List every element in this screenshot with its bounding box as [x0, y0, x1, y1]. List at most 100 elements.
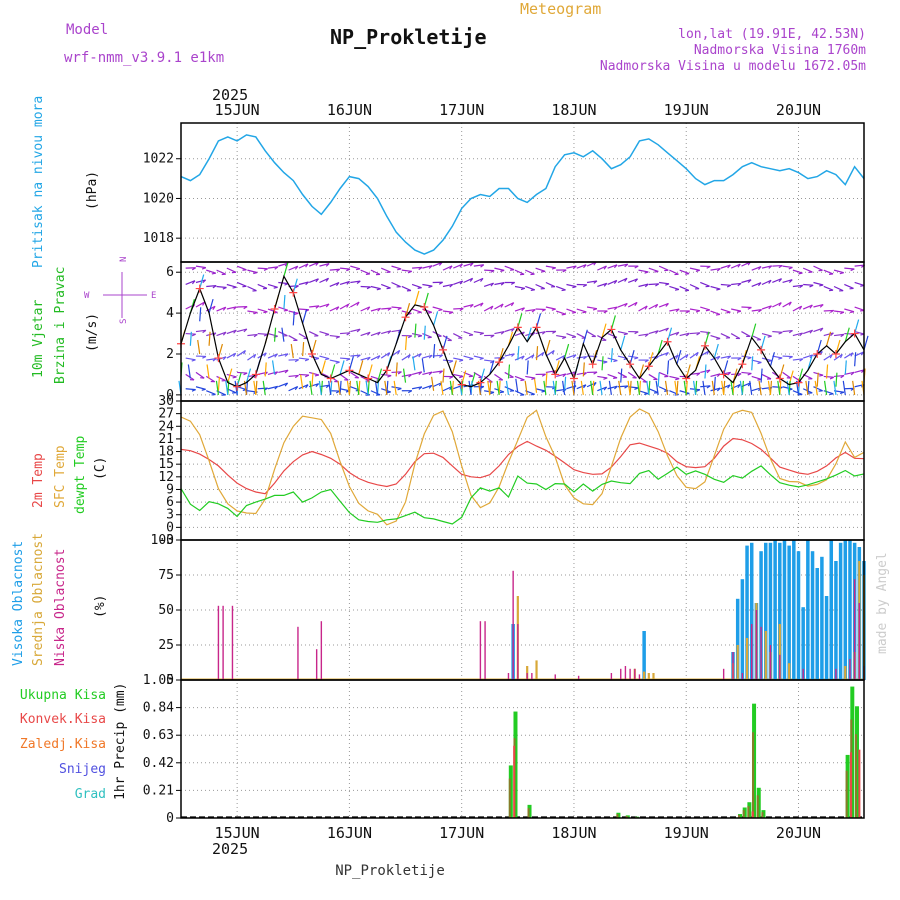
compass-w: W: [84, 291, 90, 301]
cloud-low-bar: [802, 668, 804, 680]
wind-vector-head-level_5: [849, 311, 855, 314]
wind-vector-head-level_6: [500, 282, 505, 286]
wind-vector-head-level_6: [449, 283, 454, 288]
wind-vector-head-level_4: [830, 332, 834, 337]
wind-vector-head-level_3: [521, 355, 525, 360]
wind-vector-head-level_5: [438, 309, 443, 312]
wind-sfc-vector: [330, 364, 336, 379]
wind-vector-level_4: [586, 331, 597, 338]
wind-vector-head-level_4: [675, 331, 680, 336]
wind-vector-head-level_2: [274, 371, 279, 376]
wind-sfc-vector: [283, 262, 289, 277]
cloud-ytick-label-0: 100: [151, 533, 174, 548]
wind-vector-level_5: [514, 307, 525, 312]
wind-sfc-vector: [545, 372, 548, 387]
wind-vector-level_6: [772, 278, 782, 284]
wind-vector-head-level_3: [716, 355, 721, 360]
cloud-high-bar: [806, 540, 810, 680]
wind-vector-level_6: [453, 280, 463, 286]
wind-vector-head-level_5: [315, 305, 320, 309]
wind-vector-head-level_1: [418, 386, 423, 390]
wind-vector-level_6: [710, 285, 721, 290]
wind-vector-head-level_1: [593, 382, 597, 387]
wind-vector-level_2: [844, 371, 855, 376]
wind-vector-head-level_1: [274, 385, 279, 390]
wind-vector-level_5: [525, 308, 536, 312]
cloud-mid-bar: [643, 671, 646, 680]
wind-vector-level_3: [380, 352, 390, 359]
wind-sfc-vector: [414, 323, 417, 338]
wind-vector-level_5: [710, 310, 721, 315]
wind-vector-level_1: [442, 386, 453, 392]
wind-vector-level_7: [298, 263, 309, 269]
wind-vector-head-level_4: [778, 331, 783, 335]
wind-vector-head-level_2: [387, 375, 392, 378]
wind-vector-level_6: [206, 285, 217, 288]
wind-vector-head-level_5: [490, 305, 494, 310]
wind-sfc-vector: [309, 380, 313, 395]
wind-vector-head-level_2: [757, 378, 762, 381]
wind-vector-level_4: [514, 331, 525, 337]
cloud-high-bar: [843, 540, 848, 680]
wind-vector-head-level_4: [346, 332, 351, 336]
wind-vector-head-level_5: [675, 308, 680, 313]
wind-vector-level_7: [607, 264, 618, 269]
wind-vector-level_4: [854, 330, 865, 335]
wind-vector-level_6: [813, 281, 824, 286]
wind-sfc-vector: [657, 372, 660, 387]
wind-vector-head-level_6: [346, 281, 351, 285]
precip-conv-bar: [751, 811, 754, 818]
wind-vector-level_5: [339, 303, 350, 310]
wind-gust-marker: [495, 358, 504, 367]
wind-vector-head-level_4: [634, 331, 639, 335]
wind-sfc-vector: [402, 368, 407, 383]
wind-vector-head-level_5: [819, 304, 824, 308]
temp-ytick-label-6: 12: [158, 470, 174, 485]
wind-vector-level_3: [329, 359, 340, 363]
cloud-low-bar: [297, 626, 299, 680]
wind-vector-head-level_3: [191, 359, 196, 362]
wind-sfc-vector: [337, 380, 341, 395]
wind-sfc-vector: [526, 327, 532, 342]
wind-vector-head-level_3: [727, 355, 732, 360]
wind-vector-head-level_5: [798, 305, 803, 310]
wind-sfc-vector: [627, 380, 631, 395]
wind-sfc-vector: [433, 344, 436, 359]
wind-vector-head-level_3: [665, 352, 669, 356]
wind-sfc-vector: [657, 339, 663, 355]
wind-vector-level_6: [483, 282, 494, 288]
wind-vector-level_5: [576, 308, 587, 313]
wind-vector-level_1: [792, 390, 803, 395]
wind-vector-level_6: [731, 282, 742, 286]
wind-vector-head-level_4: [788, 330, 793, 334]
cloud-ytick-label-3: 25: [158, 638, 174, 653]
wind-vector-level_1: [535, 388, 546, 392]
temp-ytick-label-8: 6: [166, 495, 174, 510]
wind-vector-head-level_7: [768, 265, 773, 269]
wind-vector-head-level_6: [294, 285, 299, 289]
wind-vector-level_3: [844, 352, 854, 359]
precip-ytick-label-1: 0.84: [143, 701, 174, 716]
wind-vector-head-level_6: [305, 281, 309, 286]
wind-vector-head-level_6: [665, 283, 670, 286]
wind-vector-head-level_3: [232, 353, 237, 358]
wind-sfc-vector: [805, 380, 809, 395]
wind-vector-head-level_1: [613, 385, 618, 390]
temp-ytick-label-4: 18: [158, 445, 174, 460]
wind-ytick-label-2: 2: [166, 347, 174, 362]
wind-vector-level_3: [648, 355, 659, 359]
wind-vector-level_7: [823, 269, 834, 275]
wind-gust-marker: [831, 349, 840, 358]
wind-vector-head-level_7: [211, 272, 216, 275]
wind-vector-head-level_6: [674, 288, 680, 291]
content-layer: [177, 134, 869, 818]
wind-vector-head-level_2: [696, 372, 701, 376]
wind-sfc-vector: [440, 380, 444, 395]
wind-vector-level_2: [494, 373, 504, 381]
wind-sfc-vector: [393, 380, 397, 395]
wind-sfc-vector: [816, 372, 819, 387]
wind-sfc-vector: [683, 380, 687, 395]
wind-vector-level_7: [854, 264, 865, 267]
wind-vector-level_5: [813, 303, 824, 308]
wind-vector-level_3: [267, 353, 278, 359]
